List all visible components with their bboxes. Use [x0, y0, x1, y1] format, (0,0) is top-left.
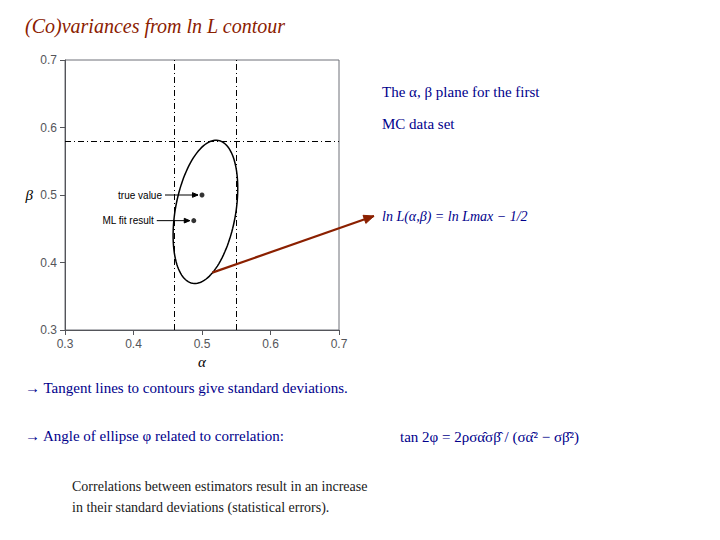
- svg-text:Correlations between estimator: Correlations between estimators result i…: [72, 479, 367, 494]
- svg-text:0.6: 0.6: [40, 121, 57, 135]
- svg-text:β: β: [25, 187, 34, 203]
- svg-text:tan 2φ = 2ρσα̂σβ̂ / (σα̂² − σβ: tan 2φ = 2ρσα̂σβ̂ / (σα̂² − σβ̂²): [400, 429, 579, 446]
- svg-text:0.3: 0.3: [57, 337, 74, 351]
- svg-text:ML fit result: ML fit result: [102, 215, 154, 226]
- svg-text:MC data set: MC data set: [382, 116, 455, 132]
- svg-text:α: α: [198, 354, 207, 370]
- svg-text:→ Tangent lines to contours gi: → Tangent lines to contours give standar…: [25, 380, 348, 396]
- svg-text:0.4: 0.4: [125, 337, 142, 351]
- svg-text:(Co)variances from ln L contou: (Co)variances from ln L contour: [25, 15, 285, 38]
- svg-text:0.5: 0.5: [40, 188, 57, 202]
- svg-text:0.4: 0.4: [40, 256, 57, 270]
- svg-text:→ Angle of ellipse φ related t: → Angle of ellipse φ related to correlat…: [25, 428, 284, 444]
- svg-text:ln L(α,β) = ln Lmax − 1/2: ln L(α,β) = ln Lmax − 1/2: [382, 209, 528, 225]
- svg-text:0.6: 0.6: [262, 337, 279, 351]
- svg-text:0.7: 0.7: [331, 337, 348, 351]
- svg-text:in their standard deviations (: in their standard deviations (statistica…: [72, 500, 329, 516]
- svg-text:0.3: 0.3: [40, 323, 57, 337]
- svg-text:true value: true value: [118, 190, 162, 201]
- svg-text:0.5: 0.5: [194, 337, 211, 351]
- svg-text:0.7: 0.7: [40, 53, 57, 67]
- svg-text:The α, β plane for the first: The α, β plane for the first: [382, 84, 540, 100]
